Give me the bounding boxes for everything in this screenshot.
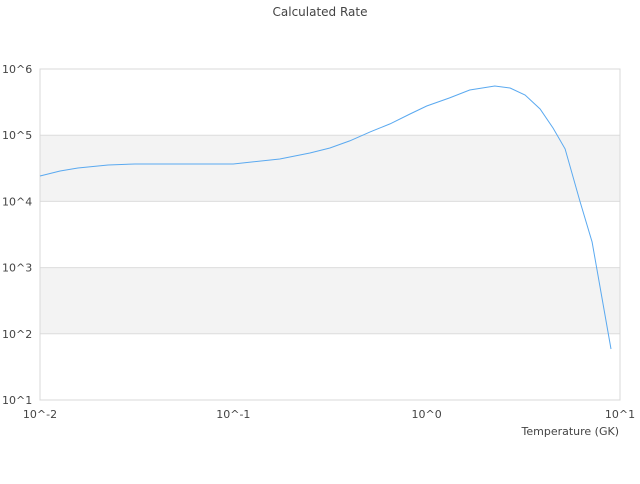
- x-tick-label: 10^1: [605, 408, 635, 421]
- y-tick-label: 10^3: [2, 262, 32, 275]
- band: [40, 267, 620, 334]
- x-tick-label: 10^-2: [23, 408, 57, 421]
- plot-frame: [39, 68, 621, 401]
- y-tick-label: 10^1: [2, 394, 32, 407]
- y-tick-label: 10^4: [2, 195, 32, 208]
- x-axis-label: Temperature (GK): [521, 425, 620, 438]
- x-tick-label: 10^-1: [216, 408, 250, 421]
- x-axis-ticks: 10^-2 10^-1 10^0 10^1: [23, 408, 635, 421]
- band: [40, 135, 620, 202]
- gridlines: [40, 68, 620, 401]
- x-tick-label: 10^0: [412, 408, 442, 421]
- series-line: [39, 85, 612, 350]
- y-axis-ticks: 10^1 10^2 10^3 10^4 10^5 10^6: [2, 63, 32, 407]
- y-tick-label: 10^5: [2, 129, 32, 142]
- chart-title: Calculated Rate: [273, 5, 368, 19]
- background-bands: [40, 135, 620, 334]
- y-tick-label: 10^2: [2, 328, 32, 341]
- y-tick-label: 10^6: [2, 63, 32, 76]
